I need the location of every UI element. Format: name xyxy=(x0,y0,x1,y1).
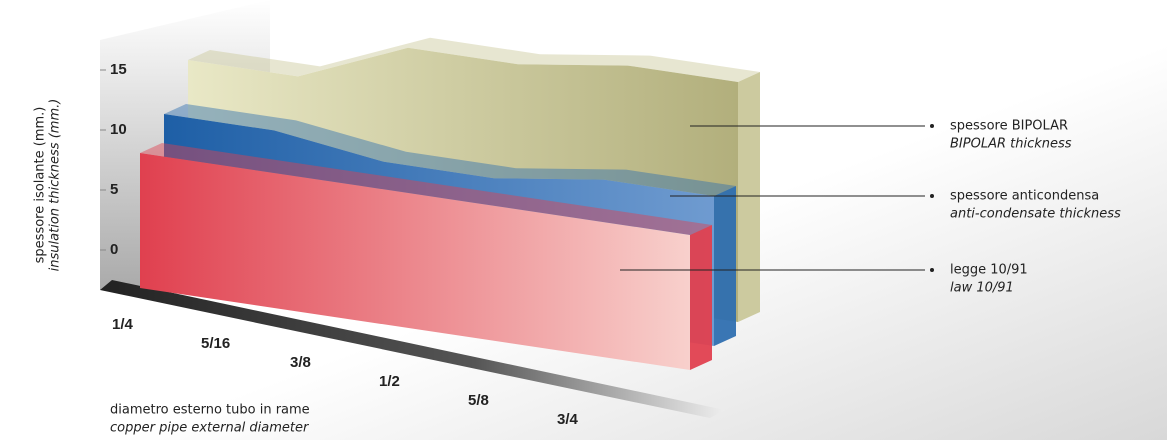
y-tick-label: 0 xyxy=(110,241,118,258)
y-tick-label: 15 xyxy=(110,61,127,78)
legend-label: legge 10/91 xyxy=(950,263,1028,278)
x-label: diametro esterno tubo in rame xyxy=(110,403,310,418)
legend-label: anti-condensate thickness xyxy=(950,207,1121,222)
x-tick-label: 1/2 xyxy=(379,373,400,390)
legend-label: law 10/91 xyxy=(950,281,1014,296)
top-face xyxy=(140,143,712,235)
y-tick-label: 5 xyxy=(110,181,118,198)
legend-dot xyxy=(930,124,934,128)
side-face xyxy=(738,72,760,322)
x-tick-label: 5/8 xyxy=(468,392,489,409)
x-tick-label: 3/4 xyxy=(557,411,579,428)
top-face xyxy=(164,104,736,196)
y-label: insulation thickness (mm.) xyxy=(48,99,63,272)
top-face xyxy=(188,37,760,82)
side-face xyxy=(690,225,712,370)
floor xyxy=(100,280,725,418)
area xyxy=(140,153,690,370)
x-tick-label: 1/4 xyxy=(112,316,134,333)
legend-label: BIPOLAR thickness xyxy=(950,137,1072,152)
legend-label: spessore BIPOLAR xyxy=(950,119,1068,134)
side-face xyxy=(714,186,736,346)
x-label: copper pipe external diameter xyxy=(110,421,310,436)
legend-dot xyxy=(930,194,934,198)
legend-dot xyxy=(930,268,934,272)
legend-label: spessore anticondensa xyxy=(950,189,1099,204)
x-tick-label: 3/8 xyxy=(290,354,311,371)
y-label: spessore isolante (mm.) xyxy=(33,107,48,264)
x-tick-label: 5/16 xyxy=(201,335,230,352)
y-tick-label: 10 xyxy=(110,121,127,138)
